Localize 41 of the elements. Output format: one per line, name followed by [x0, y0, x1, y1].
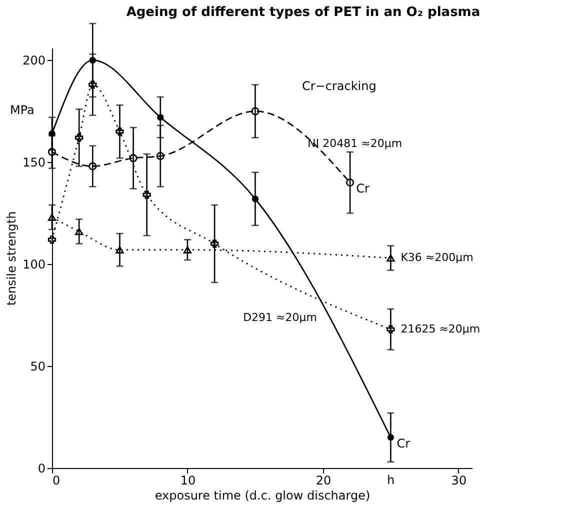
point	[210, 240, 219, 248]
point	[129, 154, 138, 162]
x-tick-label: 10	[180, 474, 196, 488]
point	[75, 228, 84, 236]
y-tick-label: 100	[22, 258, 46, 272]
point	[251, 107, 260, 116]
series-label: 21625 ≈20µm	[400, 322, 480, 336]
y-tick-label: 200	[22, 54, 46, 68]
point	[386, 254, 395, 262]
text: h	[387, 473, 395, 487]
x-tick-label: 30	[451, 474, 467, 488]
annotation: Cr−cracking	[302, 79, 376, 93]
point	[88, 80, 97, 89]
series-label: D291 ≈20µm	[243, 311, 317, 324]
annotation: Cr	[396, 436, 410, 450]
chart-title: Ageing of different types of PET in an O₂ plasma	[126, 4, 480, 20]
y-tick-label: 150	[22, 156, 46, 170]
annotation: Cr	[356, 182, 370, 196]
x-tick-label: 20	[316, 474, 332, 488]
point	[48, 236, 56, 244]
x-axis-title: exposure time (d.c. glow discharge)	[154, 488, 370, 502]
y-tick-label: 50	[30, 360, 46, 374]
point	[88, 162, 97, 170]
point	[183, 246, 192, 254]
text: MPa	[10, 103, 34, 117]
point	[116, 246, 124, 254]
point	[48, 214, 56, 221]
point	[387, 434, 394, 441]
y-axis-title: tensile strength	[4, 211, 19, 306]
y-tick-label: 0	[38, 462, 46, 476]
series-label: K36 ≈200µm	[400, 251, 474, 264]
point	[157, 114, 164, 121]
point	[116, 128, 124, 136]
point	[346, 178, 354, 187]
point	[48, 148, 56, 156]
x-tick-label: 0	[52, 474, 60, 488]
point	[252, 196, 259, 202]
point	[386, 325, 395, 334]
point	[156, 152, 164, 160]
point	[75, 134, 84, 142]
point	[142, 190, 151, 199]
